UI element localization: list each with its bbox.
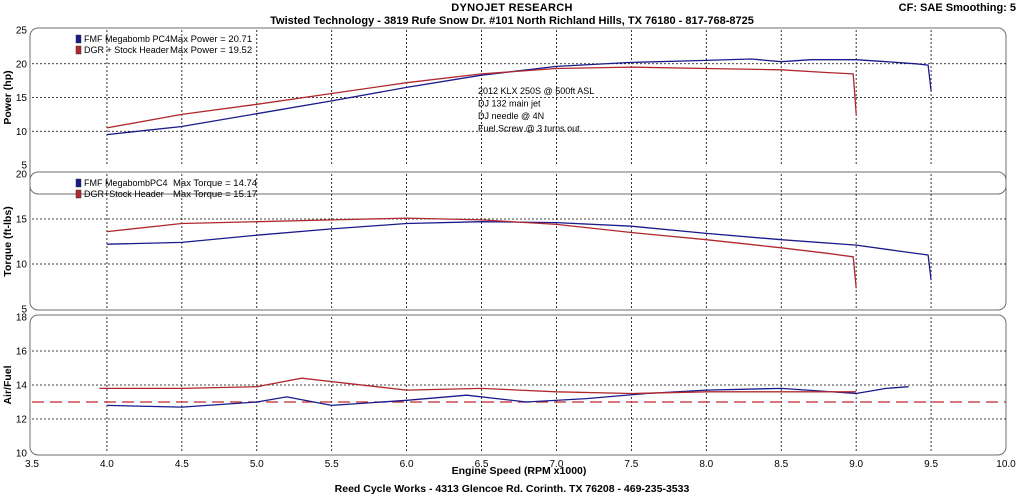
torque-ytick-label: 15 — [16, 215, 28, 226]
afr-ytick-label: 18 — [16, 313, 28, 324]
power-y-axis-label: Power (hp) — [2, 70, 14, 124]
afr-ytick-label: 10 — [16, 449, 28, 460]
x-tick-label: 4.5 — [175, 459, 189, 470]
x-tick-label: 8.0 — [699, 459, 713, 470]
power-legend-swatch-red — [75, 45, 82, 55]
torque-legend-name: FMF MegabombPC4 — [84, 178, 168, 188]
torque-series-red — [106, 217, 857, 289]
power-ytick-label: 15 — [16, 93, 28, 104]
power-legend-swatch-blue — [75, 34, 82, 44]
x-tick-label: 7.0 — [550, 459, 564, 470]
power-ytick-label: 5 — [21, 161, 27, 172]
torque-y-axis-label: Torque (ft-lbs) — [2, 206, 14, 276]
x-tick-label: 6.5 — [475, 459, 489, 470]
power-legend-stat: Max Power = 20.71 — [170, 34, 252, 45]
x-tick-label: 7.5 — [624, 459, 638, 470]
x-tick-label: 8.5 — [774, 459, 788, 470]
torque-panel-frame — [29, 171, 1007, 311]
torque-ytick-label: 5 — [21, 305, 27, 316]
power-ytick-label: 25 — [16, 26, 28, 37]
shop-address: Twisted Technology - 3819 Rufe Snow Dr. … — [270, 15, 754, 27]
x-axis-label: Engine Speed (RPM x1000) — [452, 465, 587, 477]
x-tick-label: 6.0 — [400, 459, 414, 470]
report-title: DYNOJET RESEARCH — [451, 2, 573, 14]
afr-series-red — [99, 377, 857, 395]
run-notes-line: 2012 KLX 250S @ 500ft ASL — [478, 86, 594, 96]
afr-ytick-label: 12 — [16, 415, 28, 426]
x-tick-label: 9.0 — [849, 459, 863, 470]
torque-legend-stat: Max Torque = 15.17 — [173, 189, 257, 200]
run-notes-line: DJ needle @ 4N — [478, 111, 544, 121]
torque-series-blue — [106, 221, 932, 281]
x-tick-label: 5.5 — [325, 459, 339, 470]
correction-factor-info: CF: SAE Smoothing: 5 — [898, 2, 1016, 14]
x-tick-label: 5.0 — [250, 459, 264, 470]
x-tick-label: 4.0 — [100, 459, 114, 470]
power-panel-frame — [29, 27, 1007, 195]
power-ytick-label: 10 — [16, 127, 28, 138]
x-tick-label: 3.5 — [25, 459, 39, 470]
power-series-blue — [106, 58, 932, 136]
torque-legend-name: DGR+Stock Header — [84, 189, 164, 199]
afr-ytick-label: 16 — [16, 347, 28, 358]
x-tick-label: 9.5 — [924, 459, 938, 470]
power-series-red — [106, 66, 857, 129]
run-notes-line: Fuel Screw @ 3 turns out — [478, 124, 580, 134]
torque-legend-stat: Max Torque = 14.74 — [173, 178, 257, 189]
x-tick-label: 10.0 — [996, 459, 1016, 470]
afr-y-axis-label: Air/Fuel — [2, 365, 14, 404]
power-legend-name: DGR + Stock Header — [84, 45, 169, 55]
footer-credits: Reed Cycle Works - 4313 Glencoe Rd. Cori… — [334, 483, 690, 495]
torque-legend-swatch-blue — [75, 178, 82, 188]
power-ytick-label: 20 — [16, 59, 28, 70]
torque-ytick-label: 20 — [16, 170, 28, 181]
afr-ytick-label: 14 — [16, 381, 28, 392]
power-legend-stat: Max Power = 19.52 — [170, 45, 252, 56]
torque-legend-swatch-red — [75, 189, 82, 199]
power-legend-name: FMF Megabomb PC4 — [84, 34, 170, 44]
torque-ytick-label: 10 — [16, 260, 28, 271]
run-notes-line: DJ 132 main jet — [478, 99, 541, 109]
